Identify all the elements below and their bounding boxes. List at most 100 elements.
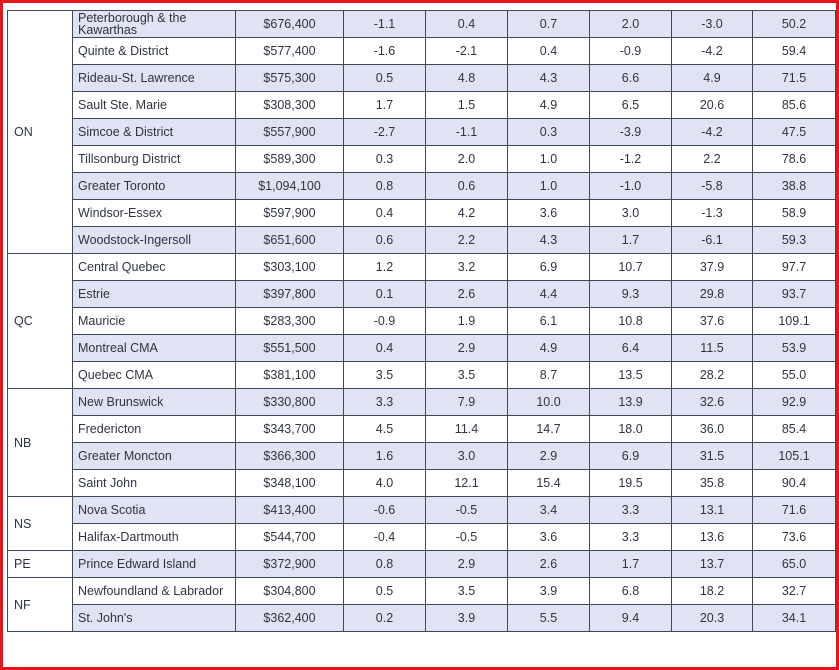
change-cell: 13.1 [671, 496, 753, 524]
change-cell: 1.5 [425, 91, 508, 119]
change-cell: -2.1 [425, 37, 508, 65]
change-cell: 5.5 [507, 604, 590, 632]
change-cell: -1.6 [343, 37, 426, 65]
table-body: ON Peterborough & the Kawarthas $676,400 -1… [7, 10, 836, 632]
region-cell: New Brunswick [72, 388, 236, 416]
change-cell: 1.7 [589, 226, 672, 254]
table-row: ON Peterborough & the Kawarthas $676,400 -1… [7, 10, 836, 254]
hpi-table: ON Peterborough & the Kawarthas $676,400 -1… [7, 10, 836, 632]
region-cell: Quinte & District [72, 37, 236, 65]
change-cell: 2.9 [507, 442, 590, 470]
table-row: Halifax-Dartmouth $544,700 -0.4 -0.5 3.6 3.3 1… [8, 523, 836, 551]
change-cell: 6.8 [589, 577, 672, 605]
change-cell: 3.3 [589, 523, 672, 551]
change-cell: -0.5 [425, 496, 508, 524]
province-cell: ON [7, 10, 73, 254]
price-cell: $577,400 [235, 37, 344, 65]
change-cell: 4.5 [343, 415, 426, 443]
table-row: Greater Toronto $1,094,100 0.8 0.6 1.0 -1.0 -5… [8, 172, 836, 200]
change-cell: 2.9 [425, 550, 508, 578]
table-row: Sault Ste. Marie $308,300 1.7 1.5 4.9 6.5 20.6… [8, 91, 836, 119]
price-cell: $366,300 [235, 442, 344, 470]
change-cell: 0.5 [343, 64, 426, 92]
change-cell: 85.4 [752, 415, 836, 443]
change-cell: 11.5 [671, 334, 753, 362]
change-cell: 34.1 [752, 604, 836, 632]
change-cell: -2.7 [343, 118, 426, 146]
table-row: Rideau-St. Lawrence $575,300 0.5 4.8 4.3 6.6 4… [8, 64, 836, 92]
region-cell: Tillsonburg District [72, 145, 236, 173]
region-cell: Fredericton [72, 415, 236, 443]
change-cell: -0.6 [343, 496, 426, 524]
change-cell: 0.7 [507, 10, 590, 38]
change-cell: -1.0 [589, 172, 672, 200]
change-cell: 9.3 [589, 280, 672, 308]
price-cell: $676,400 [235, 10, 344, 38]
change-cell: 1.7 [589, 550, 672, 578]
change-cell: 37.9 [671, 253, 753, 281]
table-row: Tillsonburg District $589,300 0.3 2.0 1.0 -1.… [8, 145, 836, 173]
change-cell: 3.6 [507, 199, 590, 227]
change-cell: 3.5 [343, 361, 426, 389]
price-cell: $397,800 [235, 280, 344, 308]
change-cell: 3.2 [425, 253, 508, 281]
change-cell: 0.2 [343, 604, 426, 632]
change-cell: 0.8 [343, 172, 426, 200]
change-cell: 0.6 [343, 226, 426, 254]
table-row: Simcoe & District $557,900 -2.7 -1.1 0.3 -3.9… [8, 118, 836, 146]
table-row: NF Newfoundland & Labrador $304,800 0.5 3.5 3… [7, 577, 836, 632]
change-cell: -1.2 [589, 145, 672, 173]
region-cell: Central Quebec [72, 253, 236, 281]
change-cell: -0.4 [343, 523, 426, 551]
change-cell: 29.8 [671, 280, 753, 308]
change-cell: 0.4 [343, 334, 426, 362]
price-cell: $413,400 [235, 496, 344, 524]
change-cell: 13.6 [671, 523, 753, 551]
change-cell: 4.3 [507, 64, 590, 92]
change-cell: 3.6 [507, 523, 590, 551]
region-cell: Quebec CMA [72, 361, 236, 389]
change-cell: 1.0 [507, 145, 590, 173]
change-cell: 18.2 [671, 577, 753, 605]
change-cell: 3.5 [425, 361, 508, 389]
price-cell: $597,900 [235, 199, 344, 227]
change-cell: 3.3 [343, 388, 426, 416]
change-cell: 71.6 [752, 496, 836, 524]
change-cell: -0.9 [589, 37, 672, 65]
change-cell: 4.4 [507, 280, 590, 308]
change-cell: 13.9 [589, 388, 672, 416]
change-cell: -0.5 [425, 523, 508, 551]
region-cell: Windsor-Essex [72, 199, 236, 227]
change-cell: 32.6 [671, 388, 753, 416]
change-cell: 73.6 [752, 523, 836, 551]
table-row: Windsor-Essex $597,900 0.4 4.2 3.6 3.0 -1.3 58.… [8, 199, 836, 227]
price-cell: $381,100 [235, 361, 344, 389]
table-row: Quebec CMA $381,100 3.5 3.5 8.7 13.5 28.2 55.0 [8, 361, 836, 389]
change-cell: 19.5 [589, 469, 672, 497]
table-row: PE Prince Edward Island $372,900 0.8 2.9 2.6 1… [7, 550, 836, 578]
change-cell: 20.3 [671, 604, 753, 632]
price-cell: $362,400 [235, 604, 344, 632]
region-cell: Mauricie [72, 307, 236, 335]
change-cell: 0.4 [425, 10, 508, 38]
price-cell: $330,800 [235, 388, 344, 416]
change-cell: 7.9 [425, 388, 508, 416]
table-row: Woodstock-Ingersoll $651,600 0.6 2.2 4.3 1.7-… [8, 226, 836, 254]
change-cell: 3.0 [425, 442, 508, 470]
change-cell: 2.0 [425, 145, 508, 173]
price-cell: $372,900 [235, 550, 344, 578]
province-cell: NS [7, 496, 73, 551]
change-cell: 1.7 [343, 91, 426, 119]
change-cell: 9.4 [589, 604, 672, 632]
change-cell: 36.0 [671, 415, 753, 443]
change-cell: 3.9 [425, 604, 508, 632]
table-row: NB New Brunswick $330,800 3.3 7.9 10.0 13.9 32.… [7, 388, 836, 497]
region-cell: Greater Toronto [72, 172, 236, 200]
province-cell: QC [7, 253, 73, 389]
change-cell: 0.4 [343, 199, 426, 227]
change-cell: 10.0 [507, 388, 590, 416]
change-cell: 53.9 [752, 334, 836, 362]
region-cell: Newfoundland & Labrador [72, 577, 236, 605]
change-cell: -3.0 [671, 10, 753, 38]
